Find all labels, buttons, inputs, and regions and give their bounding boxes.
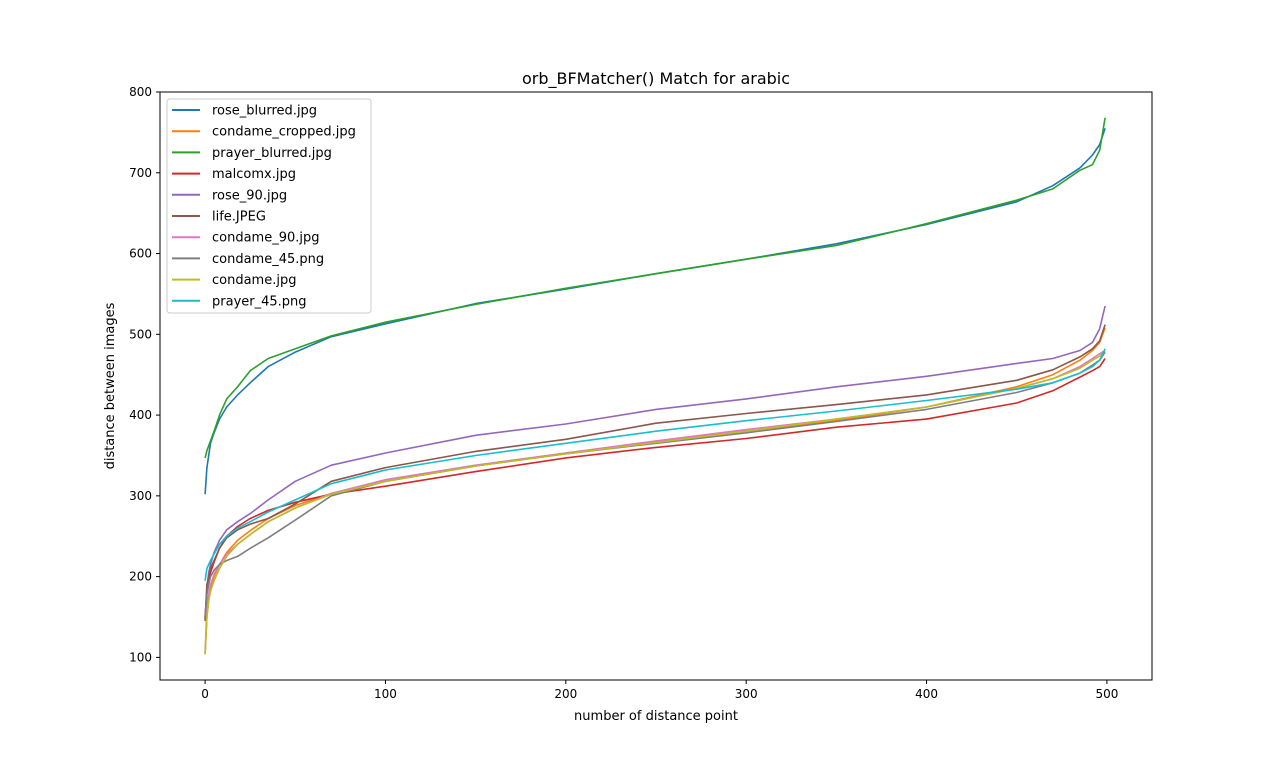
x-tick-label-2: 200 [554, 687, 577, 701]
series-line-2 [204, 117, 1106, 459]
y-tick-label-5: 600 [129, 247, 152, 261]
x-tick-label-3: 300 [735, 687, 758, 701]
series-layer [204, 117, 1106, 655]
legend-label-5: life.JPEG [212, 210, 266, 225]
legend-label-9: prayer_45.png [212, 294, 307, 309]
series-line-9 [204, 348, 1106, 581]
y-tick-label-3: 400 [129, 408, 152, 422]
x-tick-label-5: 500 [1095, 687, 1118, 701]
y-axis: 100 200 300 400 500 600 700 800 [129, 85, 160, 664]
y-tick-label-7: 800 [129, 85, 152, 99]
series-line-6 [204, 349, 1106, 654]
legend-label-0: rose_blurred.jpg [212, 104, 317, 119]
y-axis-label: distance between images [103, 302, 118, 469]
x-axis: 0 100 200 300 400 500 [201, 680, 1118, 701]
plot-frame [159, 91, 1153, 681]
y-tick-label-4: 500 [129, 327, 152, 341]
series-line-4 [204, 305, 1106, 618]
legend-label-8: condame.jpg [212, 273, 296, 288]
x-axis-label: number of distance point [574, 709, 738, 724]
series-line-7 [204, 351, 1106, 618]
series-line-5 [204, 324, 1106, 622]
chart-title: orb_BFMatcher() Match for arabic [522, 69, 790, 89]
x-tick-label-1: 100 [374, 687, 397, 701]
legend-label-2: prayer_blurred.jpg [212, 146, 332, 161]
y-tick-label-1: 200 [129, 570, 152, 584]
legend-label-6: condame_90.jpg [212, 231, 320, 246]
legend-box [166, 98, 372, 314]
legend-label-1: condame_cropped.jpg [212, 125, 356, 140]
legend-label-4: rose_90.jpg [212, 188, 287, 203]
y-tick-label-2: 300 [129, 489, 152, 503]
x-tick-label-4: 400 [915, 687, 938, 701]
series-line-8 [204, 349, 1106, 655]
y-tick-label-6: 700 [129, 166, 152, 180]
legend: rose_blurred.jpg condame_cropped.jpgpraye… [166, 98, 372, 314]
x-tick-label-0: 0 [201, 687, 209, 701]
legend-label-3: malcomx.jpg [212, 167, 296, 182]
legend-label-7: condame_45.png [212, 252, 324, 267]
y-tick-label-0: 100 [129, 650, 152, 664]
